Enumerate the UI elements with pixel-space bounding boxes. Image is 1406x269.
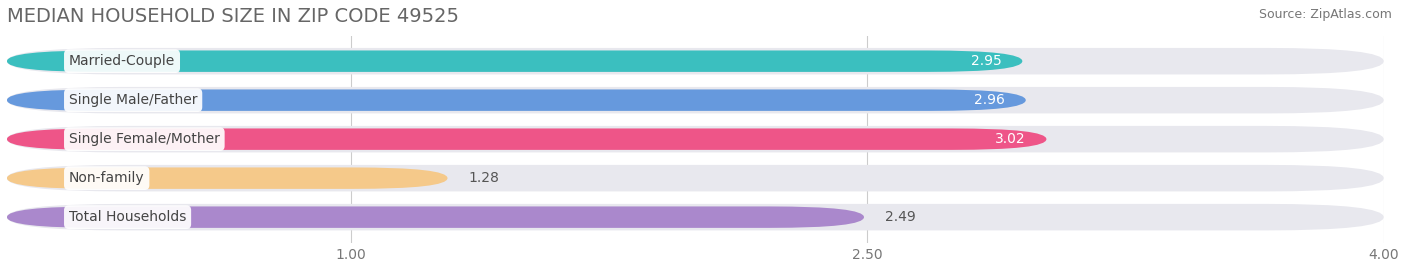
FancyBboxPatch shape: [7, 51, 1022, 72]
Text: Total Households: Total Households: [69, 210, 186, 224]
Text: 1.28: 1.28: [468, 171, 499, 185]
FancyBboxPatch shape: [7, 128, 1046, 150]
FancyBboxPatch shape: [7, 167, 447, 189]
FancyBboxPatch shape: [7, 204, 1384, 231]
FancyBboxPatch shape: [7, 87, 1384, 114]
FancyBboxPatch shape: [7, 165, 1384, 192]
Text: Non-family: Non-family: [69, 171, 145, 185]
FancyBboxPatch shape: [7, 206, 865, 228]
FancyBboxPatch shape: [7, 126, 1384, 153]
Text: 2.96: 2.96: [974, 93, 1005, 107]
Text: 2.95: 2.95: [972, 54, 1001, 68]
Text: MEDIAN HOUSEHOLD SIZE IN ZIP CODE 49525: MEDIAN HOUSEHOLD SIZE IN ZIP CODE 49525: [7, 7, 458, 26]
Text: Source: ZipAtlas.com: Source: ZipAtlas.com: [1258, 8, 1392, 21]
Text: Single Male/Father: Single Male/Father: [69, 93, 197, 107]
Text: Married-Couple: Married-Couple: [69, 54, 176, 68]
Text: Single Female/Mother: Single Female/Mother: [69, 132, 219, 146]
Text: 2.49: 2.49: [884, 210, 915, 224]
Text: 3.02: 3.02: [995, 132, 1026, 146]
FancyBboxPatch shape: [7, 90, 1026, 111]
FancyBboxPatch shape: [7, 48, 1384, 75]
